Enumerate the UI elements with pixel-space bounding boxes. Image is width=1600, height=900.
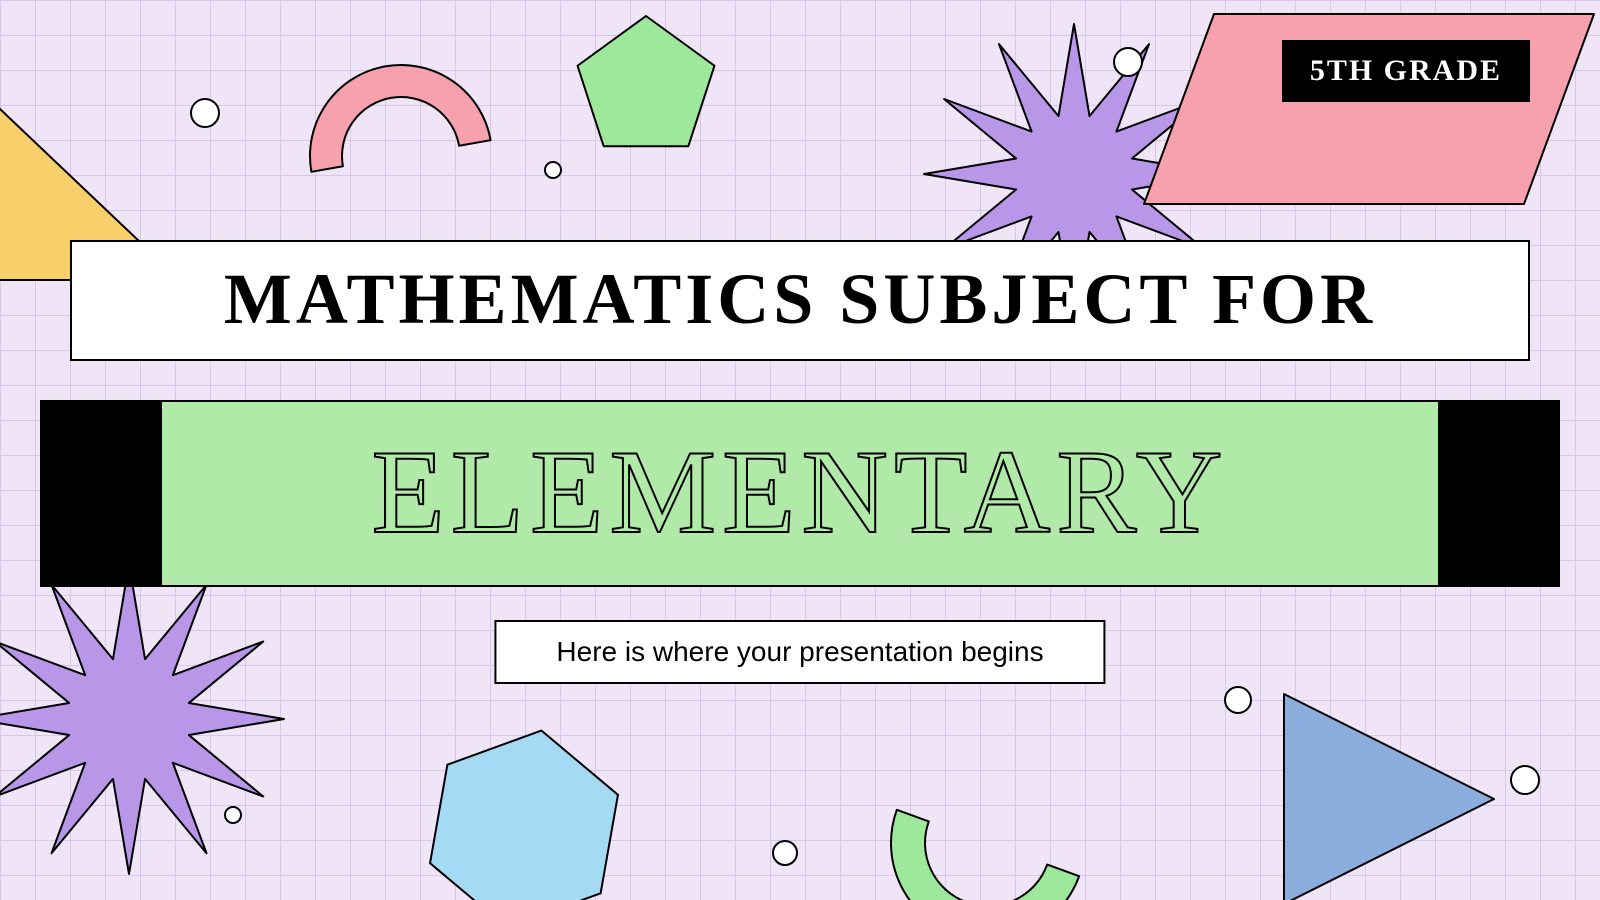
subtitle-box: Here is where your presentation begins	[494, 620, 1105, 684]
title-line-1: MATHEMATICS SUBJECT FOR	[70, 240, 1530, 361]
starburst-purple-bottom-shape	[0, 560, 288, 878]
title-line-2-box: ELEMENTARY	[40, 400, 1560, 587]
dot-circle-6	[1508, 763, 1542, 797]
arc-green-shape	[870, 725, 1106, 900]
dot-circle-5	[1222, 684, 1254, 716]
triangle-blue-shape	[1280, 690, 1498, 900]
grade-badge: 5TH GRADE	[1282, 40, 1530, 102]
pentagon-green-shape	[570, 12, 722, 164]
dot-circle-3	[222, 804, 244, 826]
dot-circle-4	[770, 838, 800, 868]
hexagon-blue-shape	[420, 725, 628, 900]
black-cap-right	[1440, 400, 1560, 587]
dot-circle-0	[188, 96, 222, 130]
title-line-1-box: MATHEMATICS SUBJECT FOR	[70, 240, 1530, 361]
dot-circle-1	[542, 159, 564, 181]
title-line-2: ELEMENTARY	[160, 400, 1440, 587]
title-line-2-text: ELEMENTARY	[372, 425, 1229, 558]
black-cap-left	[40, 400, 160, 587]
arc-pink-shape	[290, 45, 512, 267]
